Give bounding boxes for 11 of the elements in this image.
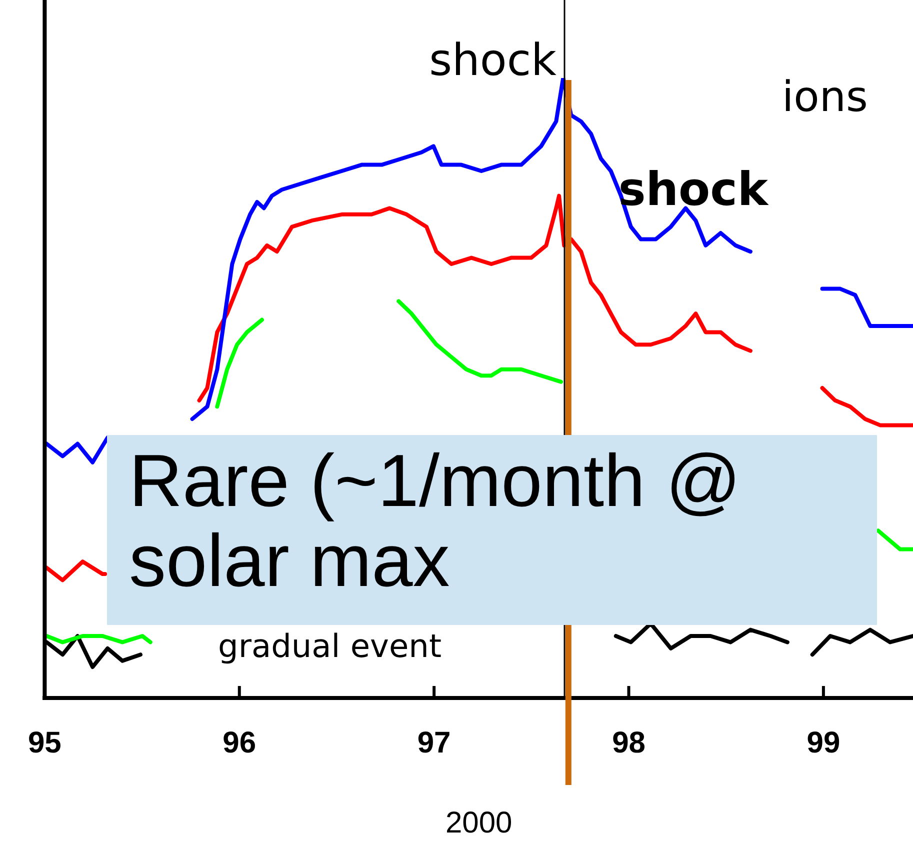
annotation: Rare (~1/month @ solar max [107, 435, 877, 625]
x-tick-label: 95 [28, 726, 62, 760]
ref-line-label: shock [618, 162, 770, 216]
x-tick-label: 97 [417, 726, 451, 760]
annotation: ions [782, 72, 868, 121]
x-tick-label: 98 [612, 726, 646, 760]
ref-line-label: shock [429, 35, 558, 86]
x-axis-title: 2000 [445, 806, 512, 840]
x-tick-label: 99 [806, 726, 840, 760]
x-tick-label: 96 [222, 726, 256, 760]
annotation: gradual event [218, 627, 442, 665]
